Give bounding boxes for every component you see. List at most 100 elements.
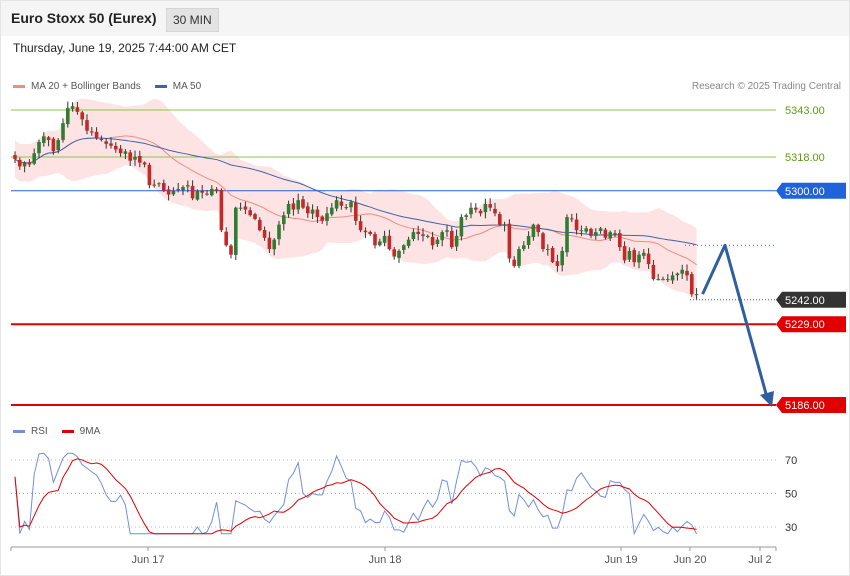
candle	[474, 203, 478, 213]
candle-body	[584, 228, 588, 232]
candle	[147, 162, 152, 189]
candle	[22, 161, 27, 173]
candle-body	[210, 188, 214, 196]
candle	[483, 198, 488, 219]
candle-body	[474, 207, 478, 210]
candle-body	[632, 250, 636, 263]
candle	[152, 179, 156, 188]
level-tag-label: 5343.00	[785, 105, 825, 117]
candle	[210, 185, 214, 197]
candle	[459, 214, 464, 241]
level-tag-box	[776, 182, 846, 199]
level-tag-5186.00: 5186.00	[776, 397, 846, 413]
candle-body	[354, 202, 358, 221]
candle-body	[666, 279, 670, 281]
candle-body	[80, 112, 84, 120]
candle	[680, 264, 684, 279]
candle-body	[382, 235, 387, 243]
candle	[13, 151, 17, 163]
candle-body	[205, 193, 209, 195]
candle	[282, 211, 286, 231]
candle	[651, 259, 656, 281]
candle	[589, 227, 593, 239]
candle-body	[272, 239, 276, 250]
candle-body	[430, 236, 435, 246]
level-tag-label: 5300.00	[785, 186, 825, 198]
candle-body	[517, 249, 521, 267]
candle-body	[488, 204, 492, 208]
candle-body	[493, 208, 497, 214]
candle-body	[598, 228, 603, 231]
candle-body	[282, 215, 286, 225]
candle-body	[61, 123, 65, 140]
candle	[531, 223, 536, 241]
candle-body	[675, 273, 680, 276]
candle	[584, 226, 588, 234]
candle-body	[224, 231, 228, 246]
rsi-legend-swatch	[13, 430, 25, 433]
candle-body	[440, 232, 444, 241]
candle-body	[310, 209, 315, 214]
rsi-tick-label: 30	[785, 522, 797, 534]
candle-body	[46, 137, 51, 141]
candle-body	[555, 261, 560, 266]
candle	[118, 145, 123, 157]
candle	[397, 249, 401, 263]
candle	[478, 209, 483, 217]
candle-body	[325, 213, 329, 221]
candle	[416, 225, 420, 241]
candle-body	[142, 162, 147, 165]
candle-body	[378, 241, 382, 246]
credit-text: Research © 2025 Trading Central	[691, 81, 841, 92]
candle-body	[349, 202, 353, 208]
candle	[181, 185, 185, 196]
candle-body	[608, 232, 612, 239]
candle	[411, 228, 416, 242]
candle	[368, 230, 372, 236]
candle	[171, 187, 176, 196]
rsi-line	[14, 452, 698, 536]
candle-body	[219, 189, 224, 231]
candle-body	[661, 279, 665, 281]
timestamp-line: Thursday, June 19, 2025 7:44:00 AM CET	[13, 41, 237, 55]
rsi-ma-line	[14, 458, 697, 535]
candle-body	[344, 207, 348, 209]
candle	[445, 224, 449, 237]
candle-body	[195, 190, 200, 200]
candle-body	[478, 210, 483, 214]
candle-body	[618, 233, 622, 248]
candle-body	[522, 245, 526, 249]
candle	[622, 241, 627, 264]
candle	[406, 236, 411, 249]
candle	[248, 207, 252, 217]
rsi-legend-label: RSI	[31, 426, 48, 437]
candle-body	[253, 214, 257, 219]
candle	[224, 227, 228, 247]
candle-body	[637, 254, 641, 263]
candle-body	[426, 235, 430, 237]
candle-body	[642, 252, 646, 256]
level-tag-box	[776, 316, 846, 333]
candle	[27, 159, 32, 168]
candle	[186, 180, 190, 193]
candle-body	[526, 235, 531, 246]
candle-body	[574, 219, 579, 231]
candle-body	[166, 189, 171, 195]
candle	[190, 180, 195, 201]
candle-body	[358, 221, 363, 231]
forecast-arrowhead	[760, 391, 774, 407]
candle-body	[373, 234, 377, 246]
candle	[258, 217, 262, 232]
candle-body	[334, 200, 339, 209]
candle	[229, 244, 233, 259]
timeframe-badge[interactable]: 30 MIN	[166, 8, 219, 32]
candle	[382, 230, 387, 247]
candle-body	[622, 246, 627, 261]
candle	[195, 189, 200, 201]
candle-body	[594, 232, 598, 236]
candle-body	[66, 108, 70, 125]
candle	[358, 215, 363, 233]
candle	[46, 135, 51, 147]
candle	[574, 213, 579, 235]
